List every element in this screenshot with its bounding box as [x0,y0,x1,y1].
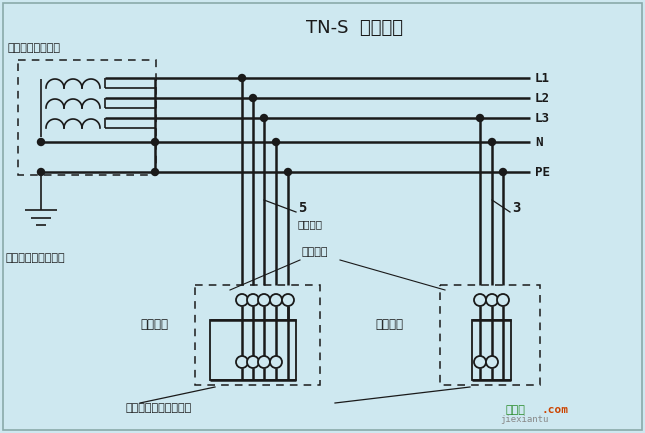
Circle shape [474,294,486,306]
Circle shape [37,139,45,145]
Circle shape [236,294,248,306]
Circle shape [488,139,495,145]
Circle shape [236,356,248,368]
Bar [210,320,296,380]
Circle shape [258,294,270,306]
Circle shape [497,294,509,306]
Circle shape [247,294,259,306]
Text: 电力变压器就近接地: 电力变压器就近接地 [5,253,64,263]
Text: L1: L1 [535,72,550,85]
Circle shape [261,114,268,122]
Circle shape [152,168,159,175]
Text: 接线图: 接线图 [506,405,526,415]
Text: PE: PE [535,167,550,180]
Text: 3: 3 [512,201,521,215]
Circle shape [486,356,498,368]
Circle shape [282,294,294,306]
Bar [195,285,320,385]
Text: 用电设备: 用电设备 [375,319,403,332]
Bar [440,285,540,385]
Circle shape [272,139,279,145]
Text: N: N [535,136,542,149]
Circle shape [474,356,486,368]
Text: TN-S  接地系统: TN-S 接地系统 [306,19,404,37]
Circle shape [152,139,159,145]
Circle shape [477,114,484,122]
Text: 电源电缆: 电源电缆 [298,219,323,229]
Text: 5: 5 [298,201,306,215]
Text: L2: L2 [535,93,550,106]
Circle shape [37,168,45,175]
Text: L3: L3 [535,113,550,126]
Circle shape [270,356,282,368]
Circle shape [258,356,270,368]
Text: 用电设备外露导电部分: 用电设备外露导电部分 [125,403,192,413]
Circle shape [239,74,246,81]
Bar [18,60,156,175]
Circle shape [247,356,259,368]
Circle shape [499,168,506,175]
Text: jiexiantu: jiexiantu [500,416,548,424]
Circle shape [250,94,257,101]
Circle shape [486,294,498,306]
Text: 用电设备: 用电设备 [140,319,168,332]
Circle shape [270,294,282,306]
Text: .com: .com [542,405,569,415]
Text: 电源入户: 电源入户 [302,247,328,257]
Text: 电力变压器低压侧: 电力变压器低压侧 [8,43,61,53]
Circle shape [284,168,292,175]
Bar [472,320,511,380]
